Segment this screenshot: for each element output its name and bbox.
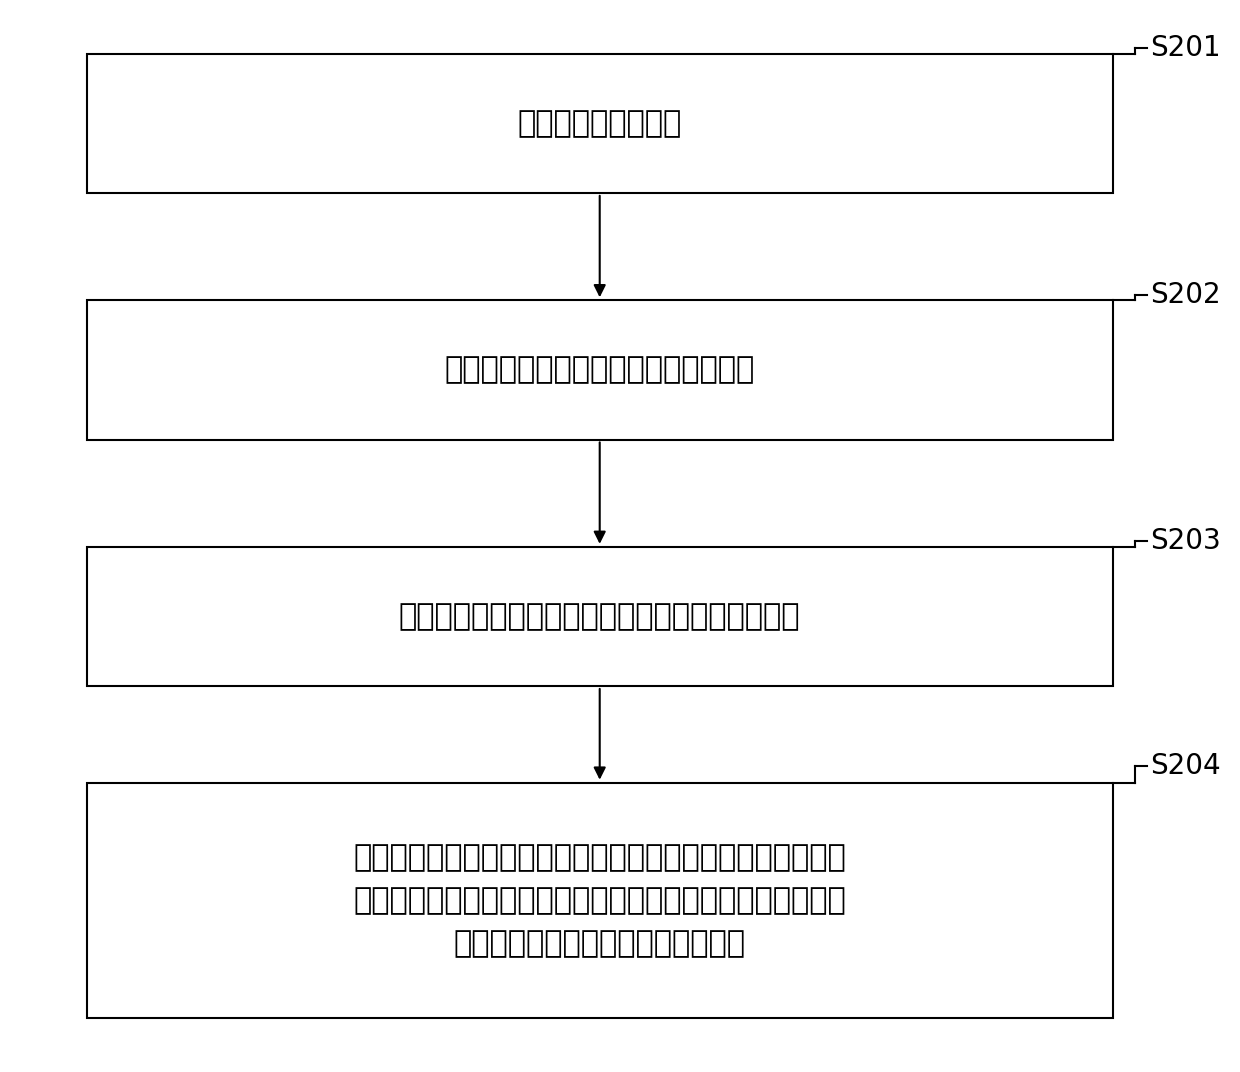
Text: S204: S204 — [1149, 753, 1220, 780]
Text: 如果涡轮温度高于所述预定温度，则切换至第二冷却回路以通
过第二水泵和散热模块冷却涡轮，直至涡轮温度低于预定温度
，其中，散热模块包括散热器和风扇: 如果涡轮温度高于所述预定温度，则切换至第二冷却回路以通 过第二水泵和散热模块冷却… — [353, 844, 846, 957]
FancyBboxPatch shape — [87, 783, 1112, 1018]
FancyBboxPatch shape — [87, 300, 1112, 440]
Text: S201: S201 — [1149, 34, 1220, 62]
Text: S203: S203 — [1149, 527, 1220, 555]
Text: 判断发动机是否运行: 判断发动机是否运行 — [517, 108, 682, 138]
Text: 如果是，则控制第一冷却回路冷却涡轮: 如果是，则控制第一冷却回路冷却涡轮 — [445, 355, 755, 385]
Text: S202: S202 — [1149, 281, 1220, 309]
FancyBboxPatch shape — [87, 54, 1112, 193]
Text: 如果否，则进一步判断涡轮温度是否高于预定温度: 如果否，则进一步判断涡轮温度是否高于预定温度 — [399, 601, 801, 631]
FancyBboxPatch shape — [87, 547, 1112, 686]
